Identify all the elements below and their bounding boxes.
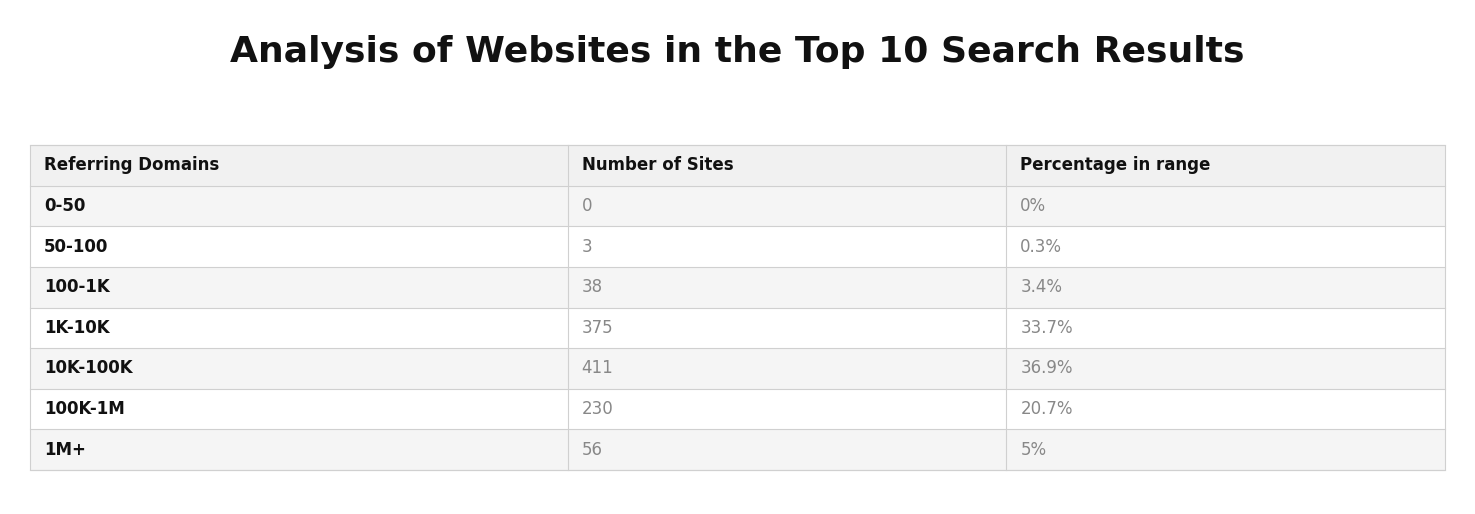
Text: 375: 375	[581, 319, 614, 337]
Text: 1M+: 1M+	[44, 440, 86, 458]
Bar	[30, 389, 1446, 429]
Text: 10K-100K: 10K-100K	[44, 359, 133, 377]
Bar	[30, 145, 1446, 186]
Bar	[30, 307, 1446, 348]
Bar	[30, 226, 1446, 267]
Text: 38: 38	[581, 278, 603, 296]
Text: 230: 230	[581, 400, 614, 418]
Text: 0.3%: 0.3%	[1021, 237, 1062, 255]
Bar	[30, 145, 1446, 470]
Text: 5%: 5%	[1021, 440, 1046, 458]
Text: 411: 411	[581, 359, 614, 377]
Bar	[30, 429, 1446, 470]
Text: 3.4%: 3.4%	[1021, 278, 1062, 296]
Text: 100-1K: 100-1K	[44, 278, 109, 296]
Text: Referring Domains: Referring Domains	[44, 156, 220, 174]
Text: Number of Sites: Number of Sites	[581, 156, 733, 174]
Text: 33.7%: 33.7%	[1021, 319, 1072, 337]
Text: 50-100: 50-100	[44, 237, 108, 255]
Bar	[30, 186, 1446, 226]
Text: 0: 0	[581, 197, 591, 215]
Text: Analysis of Websites in the Top 10 Search Results: Analysis of Websites in the Top 10 Searc…	[230, 35, 1245, 69]
Text: 0-50: 0-50	[44, 197, 86, 215]
Text: 56: 56	[581, 440, 603, 458]
Text: 3: 3	[581, 237, 593, 255]
Text: 0%: 0%	[1021, 197, 1046, 215]
Bar	[30, 267, 1446, 307]
Text: 36.9%: 36.9%	[1021, 359, 1072, 377]
Text: Percentage in range: Percentage in range	[1021, 156, 1211, 174]
Bar	[30, 348, 1446, 389]
Text: 100K-1M: 100K-1M	[44, 400, 125, 418]
Text: 1K-10K: 1K-10K	[44, 319, 109, 337]
Text: 20.7%: 20.7%	[1021, 400, 1072, 418]
